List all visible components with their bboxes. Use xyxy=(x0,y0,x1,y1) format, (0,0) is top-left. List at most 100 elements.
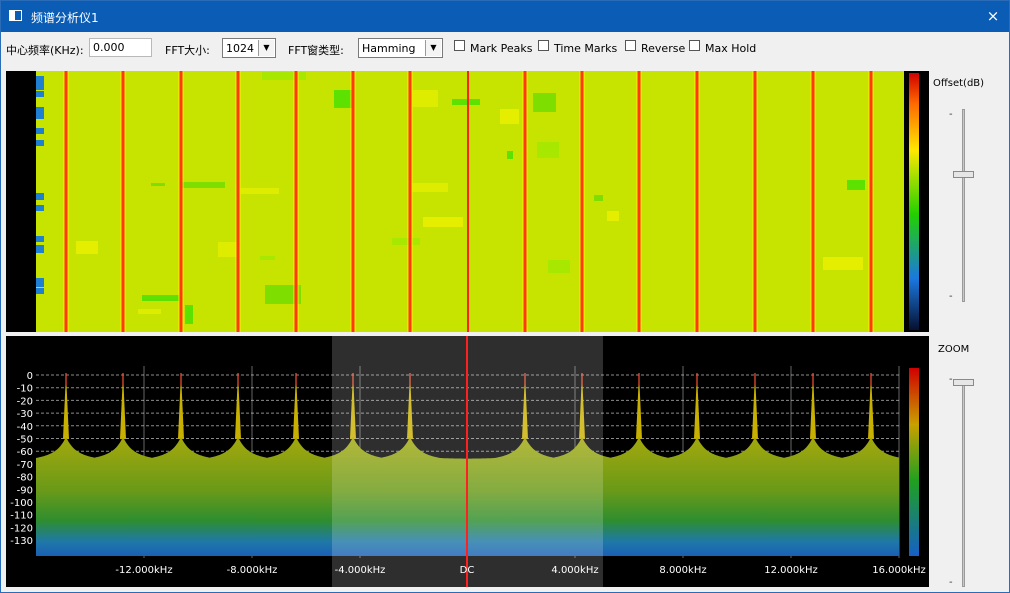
waterfall-band xyxy=(185,305,193,324)
title-bar: 频谱分析仪1 × xyxy=(1,1,1009,32)
waterfall-band xyxy=(607,211,619,221)
y-axis-tick-label: -50 xyxy=(17,435,33,446)
zoom-label: ZOOM xyxy=(938,344,970,355)
fft-size-select[interactable]: 1024 ▼ xyxy=(222,38,276,58)
waterfall-band xyxy=(138,309,161,314)
waterfall-band xyxy=(262,72,306,80)
waterfall-edge-mark xyxy=(36,245,44,251)
waterfall-band xyxy=(452,99,480,105)
waterfall-band xyxy=(537,142,559,158)
spectrum-peak xyxy=(752,373,758,439)
y-axis-tick-label: -130 xyxy=(10,536,33,547)
center-frequency-label: 中心频率(KHz): xyxy=(6,44,84,57)
waterfall-display[interactable] xyxy=(6,71,929,332)
offset-slider-handle[interactable] xyxy=(953,171,974,178)
spectrum-peak xyxy=(810,373,816,439)
spectrum-display[interactable]: 0 -10 -20 -30 -40 -50 -60 -70 -80 -90 -100 -110 -120… xyxy=(6,336,929,587)
spectrum-peak xyxy=(868,373,874,439)
spectrum-peak xyxy=(522,373,528,439)
waterfall-band xyxy=(507,151,513,159)
x-axis-tick-label: 12.000kHz xyxy=(764,565,818,576)
mark-peaks-checkbox[interactable] xyxy=(454,40,465,51)
waterfall-peak-line xyxy=(179,71,183,332)
waterfall-edge-mark xyxy=(36,84,44,90)
spectrum-peak xyxy=(579,373,585,439)
waterfall-peak-line xyxy=(695,71,699,332)
waterfall-peak-line xyxy=(811,71,815,332)
spectrum-colorbar xyxy=(909,368,919,556)
waterfall-edge-mark xyxy=(36,107,44,113)
reverse-label: Reverse xyxy=(641,42,686,55)
y-axis-tick-label: -40 xyxy=(17,422,33,433)
waterfall-band xyxy=(409,183,448,192)
waterfall-edge-mark xyxy=(36,76,44,82)
waterfall-peak-line xyxy=(236,71,240,332)
spectrum-peak xyxy=(178,373,184,439)
chevron-down-icon: ▼ xyxy=(258,40,274,56)
offset-max-tick: - xyxy=(949,109,953,120)
fft-window-value: Hamming xyxy=(362,42,416,55)
y-axis-tick-label: -80 xyxy=(17,473,33,484)
fft-window-select[interactable]: Hamming ▼ xyxy=(358,38,443,58)
y-axis-tick-label: -10 xyxy=(17,384,33,395)
spectrum-peak xyxy=(235,373,241,439)
spectrum-canvas: 0 -10-20 -30 -40 -50-60 -70 -80-90 -100 -110-120… xyxy=(10,336,926,587)
close-button[interactable]: × xyxy=(986,7,1000,25)
waterfall-peak-line xyxy=(408,71,412,332)
y-axis-tick-label: -30 xyxy=(17,409,33,420)
x-axis-tick-label: 8.000kHz xyxy=(659,565,706,576)
waterfall-band xyxy=(594,195,603,201)
waterfall-center-line xyxy=(467,71,469,332)
waterfall-band xyxy=(412,90,438,107)
x-axis-tick-label: -12.000kHz xyxy=(115,565,172,576)
waterfall-edge-mark xyxy=(36,236,44,242)
spectrum-peak xyxy=(350,373,356,439)
waterfall-edge-mark xyxy=(36,113,44,119)
waterfall-band xyxy=(392,238,420,245)
fft-size-label: FFT大小: xyxy=(165,44,210,57)
time-marks-checkbox[interactable] xyxy=(538,40,549,51)
x-axis-tick-label: 16.000kHz xyxy=(872,565,926,576)
zoom-slider[interactable] xyxy=(962,379,965,587)
waterfall-peak-line xyxy=(64,71,68,332)
app-window-icon xyxy=(9,10,22,21)
waterfall-edge-mark xyxy=(36,140,44,146)
waterfall-peak-line xyxy=(637,71,641,332)
spectrum-peak xyxy=(293,373,299,439)
waterfall-canvas xyxy=(36,71,919,332)
zoom-slider-handle[interactable] xyxy=(953,379,974,386)
reverse-checkbox[interactable] xyxy=(625,40,636,51)
waterfall-band xyxy=(823,257,863,270)
offset-slider[interactable] xyxy=(962,109,965,302)
waterfall-band xyxy=(533,93,556,112)
max-hold-label: Max Hold xyxy=(705,42,757,55)
center-frequency-input[interactable]: 0.000 xyxy=(89,38,152,57)
waterfall-band xyxy=(142,295,179,301)
waterfall-band xyxy=(423,217,463,227)
zoom-min-tick: - xyxy=(949,577,953,588)
y-axis-tick-label: -70 xyxy=(17,460,33,471)
offset-label: Offset(dB) xyxy=(933,78,985,89)
waterfall-edge-mark xyxy=(36,80,44,86)
waterfall-band xyxy=(151,183,165,186)
x-axis-tick-label: DC xyxy=(460,565,475,576)
waterfall-band xyxy=(76,241,98,254)
x-axis-tick-label: 4.000kHz xyxy=(551,565,598,576)
waterfall-peak-line xyxy=(523,71,527,332)
time-marks-label: Time Marks xyxy=(554,42,618,55)
waterfall-band xyxy=(847,180,865,190)
waterfall-peak-line xyxy=(580,71,584,332)
y-axis-tick-label: 0 xyxy=(27,371,33,382)
zoom-max-tick: - xyxy=(949,374,953,385)
max-hold-checkbox[interactable] xyxy=(689,40,700,51)
y-axis-tick-label: -20 xyxy=(17,396,33,407)
fft-window-label: FFT窗类型: xyxy=(288,44,344,57)
spectrum-peak xyxy=(63,373,69,439)
spectrum-peak xyxy=(120,373,126,439)
spectrum-peak xyxy=(694,373,700,439)
y-axis-tick-label: -120 xyxy=(10,523,33,534)
waterfall-peak-line xyxy=(869,71,873,332)
waterfall-edge-mark xyxy=(36,193,44,199)
waterfall-edge-mark xyxy=(36,288,44,294)
